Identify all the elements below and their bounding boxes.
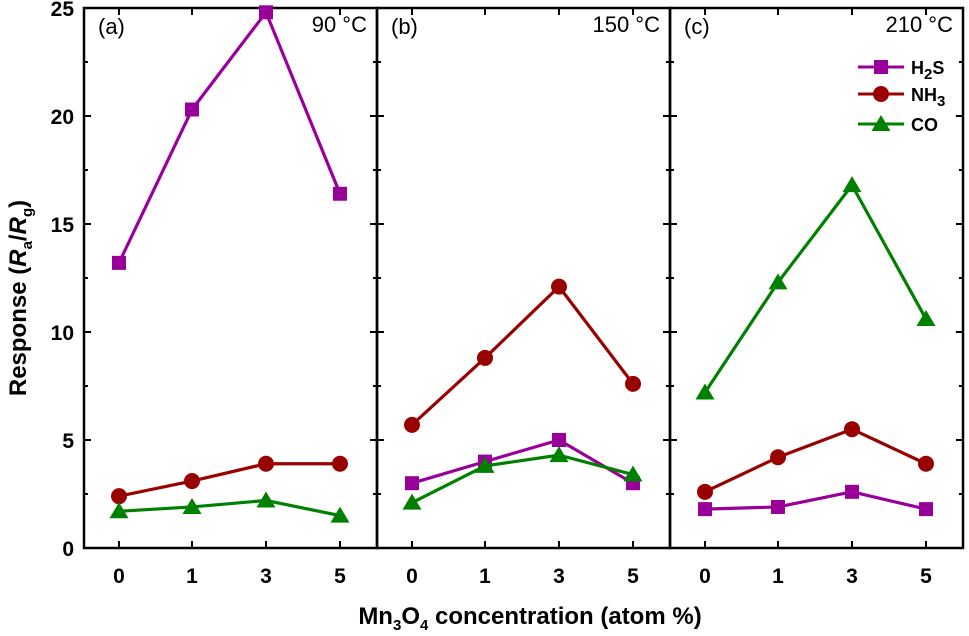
data-point-h2s xyxy=(333,186,347,201)
series-line-co xyxy=(411,453,634,505)
series-line-co xyxy=(703,183,928,394)
y-axis-title: Response (Ra/Rg) xyxy=(5,200,36,396)
panel-label: (b) xyxy=(391,14,418,39)
panel-frame-1 xyxy=(375,6,672,550)
series-line-nh3 xyxy=(704,427,927,494)
data-point-co xyxy=(256,491,276,508)
legend-label-co: CO xyxy=(911,115,938,135)
data-point-co xyxy=(402,493,422,510)
data-point-h2s xyxy=(919,502,933,517)
data-point-co xyxy=(330,506,350,523)
data-point-nh3 xyxy=(332,455,348,472)
panel-temperature: 90 °C xyxy=(312,12,367,37)
panel-label: (a) xyxy=(98,14,125,39)
x-tick-label: 0 xyxy=(699,565,711,588)
y-tick-label: 5 xyxy=(62,430,74,453)
x-axis-title: Mn3O4 concentration (atom %) xyxy=(358,603,701,634)
x-tick-label: 1 xyxy=(479,565,491,588)
data-point-nh3 xyxy=(258,455,274,472)
y-tick-label: 20 xyxy=(51,106,74,129)
series-line-co xyxy=(118,498,341,518)
y-tick-label: 0 xyxy=(62,538,74,561)
data-point-nh3 xyxy=(918,455,934,472)
data-point-co xyxy=(475,456,495,473)
data-point-co xyxy=(182,497,202,514)
panel-label: (c) xyxy=(684,14,710,39)
x-tick-label: 3 xyxy=(260,565,272,588)
data-point-nh3 xyxy=(404,416,420,433)
legend-marker-nh3 xyxy=(873,86,889,102)
data-point-co xyxy=(842,176,862,193)
panel-temperature: 210 °C xyxy=(885,12,953,37)
data-point-nh3 xyxy=(184,473,200,490)
x-tick-label: 0 xyxy=(113,565,125,588)
x-tick-label: 3 xyxy=(846,565,858,588)
series-line-nh3 xyxy=(118,462,340,498)
data-point-h2s xyxy=(771,499,785,514)
x-tick-label: 0 xyxy=(406,565,418,588)
data-point-h2s xyxy=(259,5,273,20)
legend-marker-h2s xyxy=(874,60,888,74)
series-line-h2s xyxy=(117,10,342,264)
y-tick-label: 15 xyxy=(51,214,75,237)
y-tick-label: 25 xyxy=(51,0,75,21)
data-point-h2s xyxy=(185,102,199,117)
data-point-co xyxy=(549,446,569,463)
series-line-nh3 xyxy=(410,285,635,427)
legend-label-h2s: H2S xyxy=(911,58,944,83)
panel-temperature: 150 °C xyxy=(592,12,660,37)
x-tick-label: 1 xyxy=(186,565,198,588)
y-tick-label: 10 xyxy=(51,322,74,345)
data-point-h2s xyxy=(698,502,712,517)
series-line-h2s xyxy=(411,438,634,485)
data-point-co xyxy=(916,310,936,327)
x-tick-label: 5 xyxy=(920,565,932,588)
data-point-nh3 xyxy=(697,483,713,500)
data-point-co xyxy=(695,383,715,400)
data-point-co xyxy=(109,502,129,519)
data-point-nh3 xyxy=(770,449,786,466)
series-line-h2s xyxy=(704,490,927,511)
legend-label-nh3: NH3 xyxy=(911,85,945,110)
data-point-h2s xyxy=(405,476,419,491)
legend-marker-co xyxy=(871,115,891,131)
data-point-nh3 xyxy=(477,349,493,366)
data-point-h2s xyxy=(112,255,126,270)
x-tick-label: 3 xyxy=(553,565,565,588)
data-point-nh3 xyxy=(844,421,860,438)
data-point-nh3 xyxy=(111,488,127,505)
data-point-co xyxy=(623,465,643,482)
x-tick-label: 5 xyxy=(627,565,639,588)
x-tick-label: 5 xyxy=(334,565,346,588)
data-point-co xyxy=(768,273,788,290)
data-point-nh3 xyxy=(625,375,641,392)
data-point-h2s xyxy=(552,433,566,447)
x-tick-label: 1 xyxy=(772,565,784,588)
data-point-nh3 xyxy=(551,278,567,295)
data-point-h2s xyxy=(845,484,859,499)
